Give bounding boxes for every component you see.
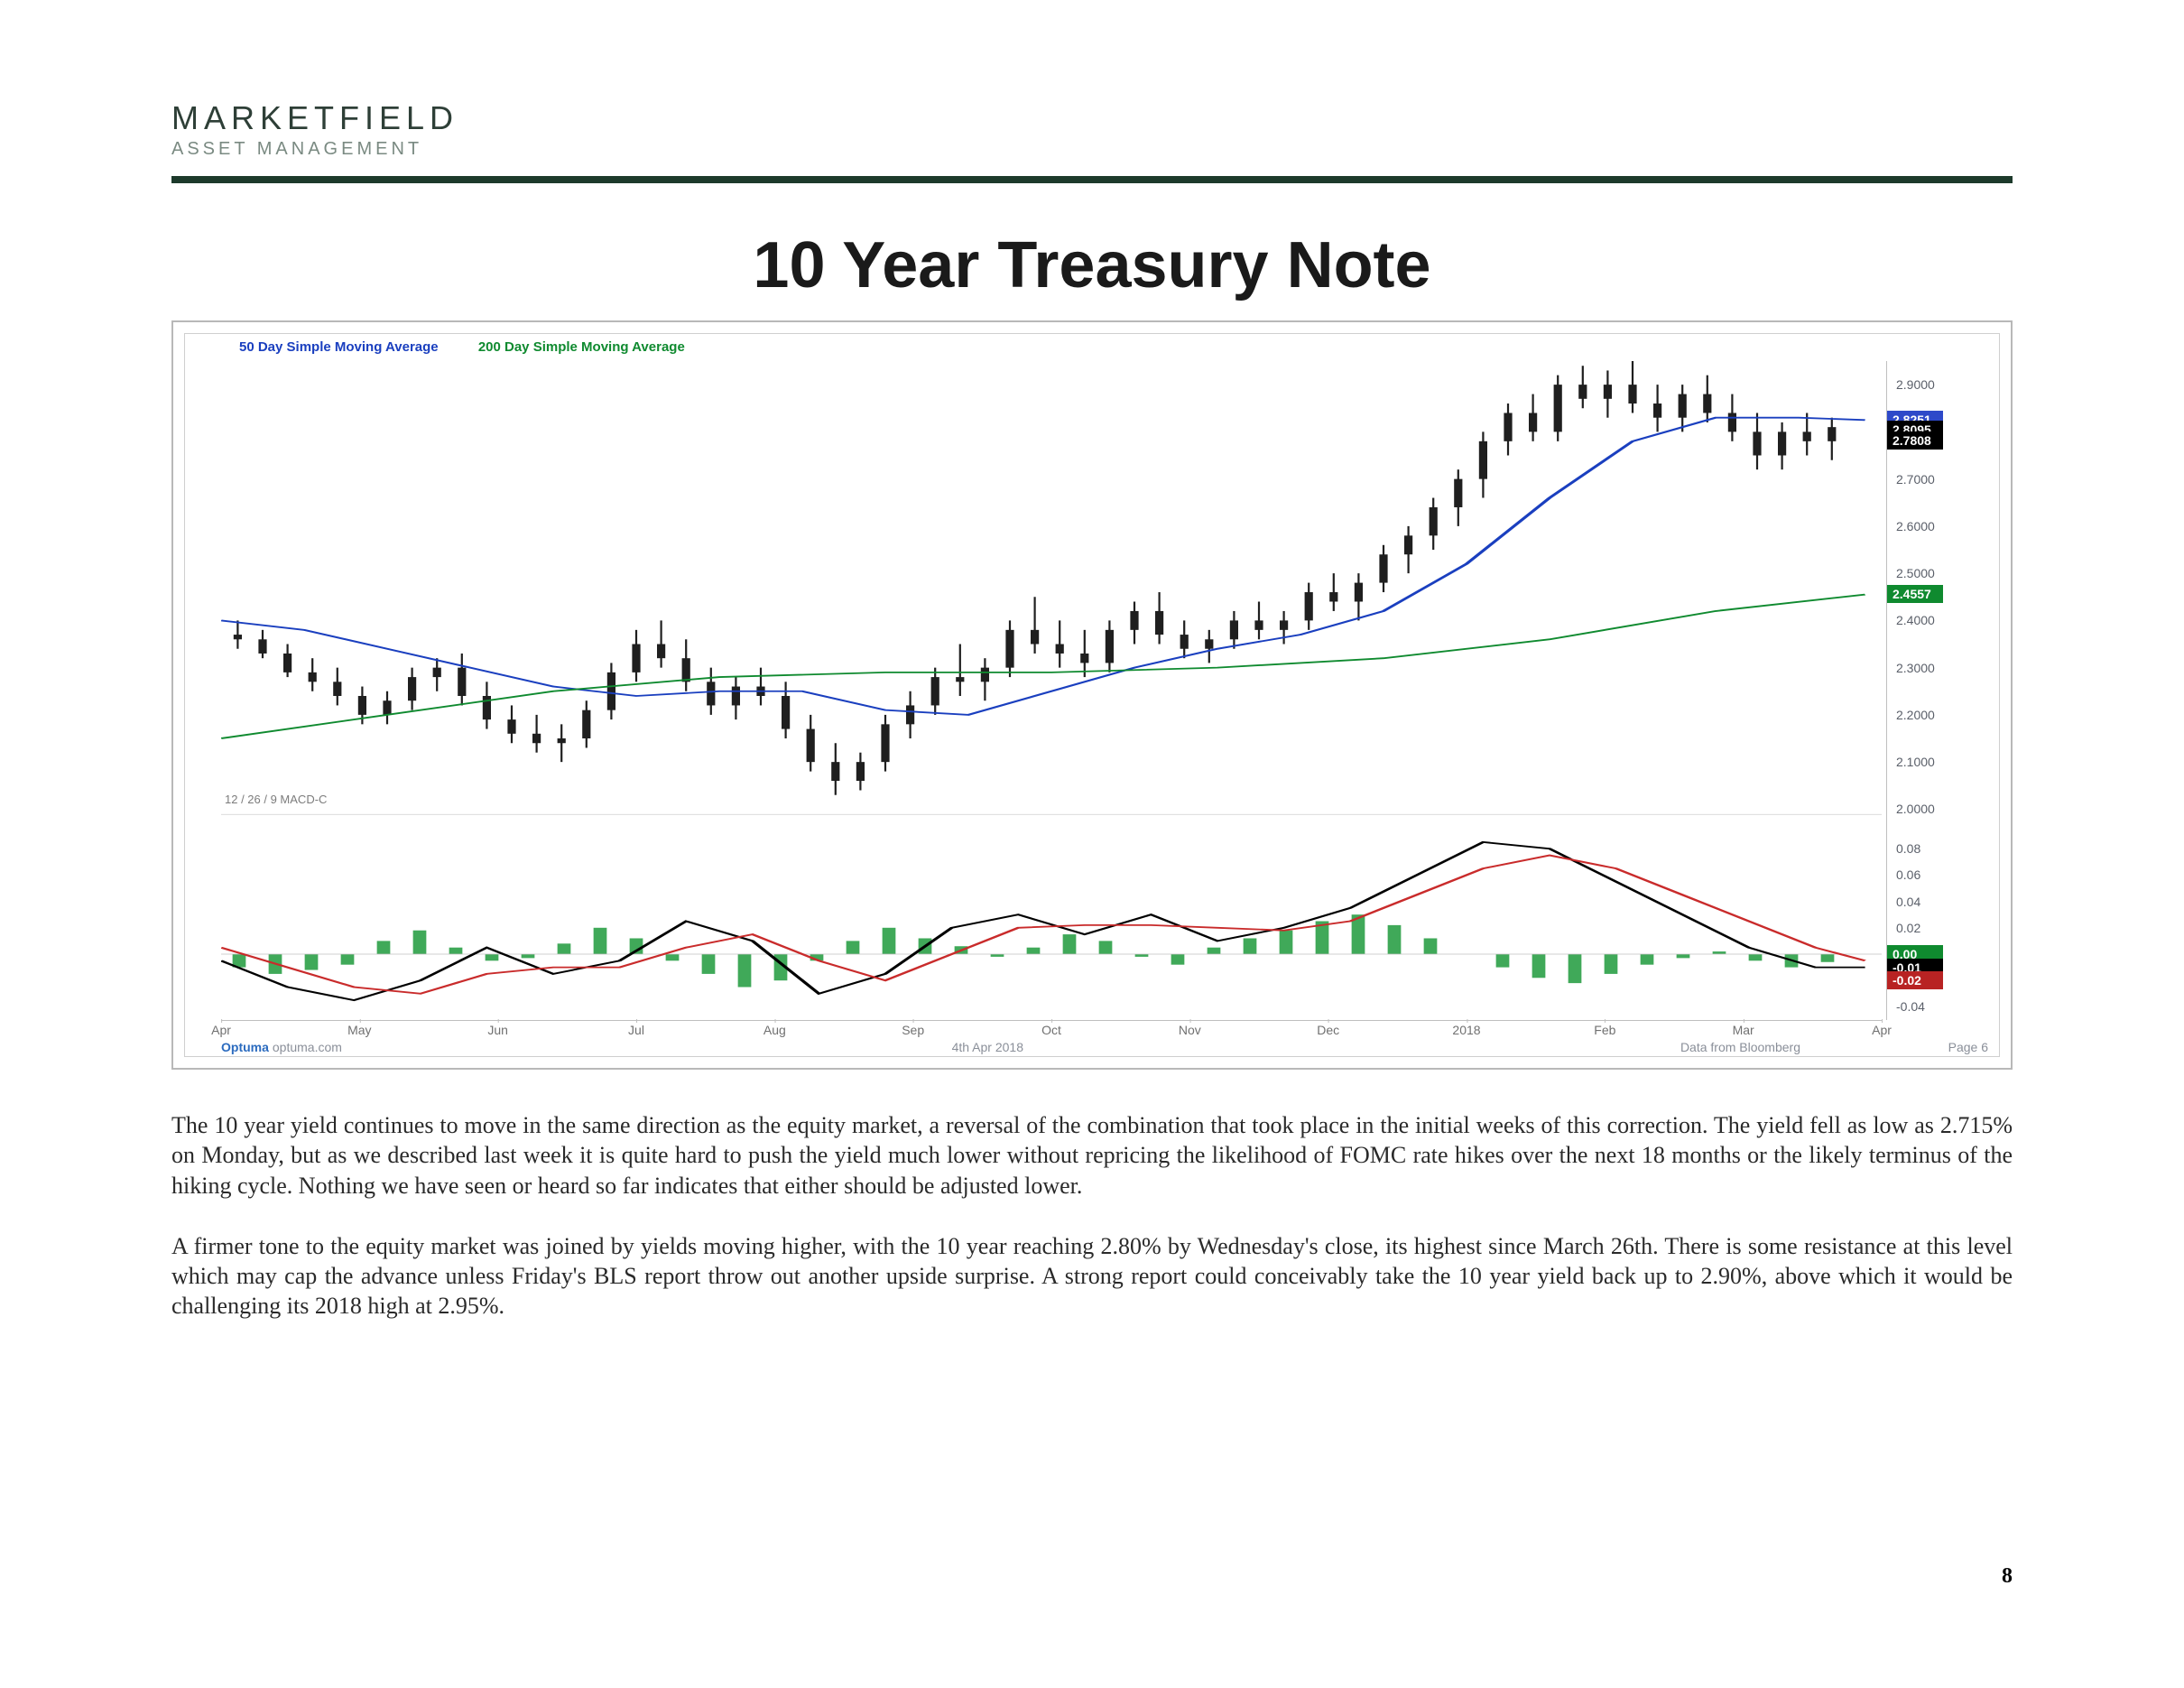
page-title: 10 Year Treasury Note — [171, 228, 2013, 302]
y-tick: 2.0000 — [1896, 802, 1935, 816]
legend-sma200: 200 Day Simple Moving Average — [478, 339, 685, 355]
x-tick: Aug — [763, 1023, 786, 1037]
y-tick: -0.04 — [1896, 999, 1925, 1014]
price-badge: 2.4557 — [1887, 585, 1943, 603]
y-tick: 0.08 — [1896, 841, 1920, 856]
chart-date: 4th Apr 2018 — [952, 1040, 1023, 1054]
y-tick: 2.2000 — [1896, 708, 1935, 722]
x-tick: Nov — [1179, 1023, 1201, 1037]
x-tick: Apr — [211, 1023, 231, 1037]
legend-sma50: 50 Day Simple Moving Average — [239, 339, 439, 355]
body-paragraph-1: The 10 year yield continues to move in t… — [171, 1110, 2013, 1201]
x-tick: Dec — [1317, 1023, 1339, 1037]
x-tick: Apr — [1872, 1023, 1892, 1037]
chart-inner: 50 Day Simple Moving Average 200 Day Sim… — [184, 333, 2000, 1057]
x-tick: Jun — [487, 1023, 508, 1037]
optuma-logo-text: Optuma — [221, 1040, 269, 1054]
x-tick: Mar — [1733, 1023, 1754, 1037]
y-tick: 2.3000 — [1896, 661, 1935, 675]
y-tick: 0.02 — [1896, 921, 1920, 935]
brand-block: MARKETFIELD ASSET MANAGEMENT — [171, 99, 2013, 160]
brand-main: MARKETFIELD — [171, 99, 2013, 137]
page-number: 8 — [2002, 1564, 2013, 1589]
y-tick: 2.5000 — [1896, 566, 1935, 580]
y-tick: 2.7000 — [1896, 472, 1935, 487]
y-tick: 2.4000 — [1896, 613, 1935, 627]
chart-footer: Optuma optuma.com 4th Apr 2018 Data from … — [221, 1040, 1882, 1056]
y-tick: 0.04 — [1896, 895, 1920, 909]
x-tick: Sep — [902, 1023, 924, 1037]
brand-sub: ASSET MANAGEMENT — [171, 139, 2013, 160]
header-rule — [171, 176, 2013, 183]
macd-badge: -0.02 — [1887, 971, 1943, 989]
price-badge: 2.7808 — [1887, 431, 1943, 450]
x-axis: AprMayJunJulAugSepOctNovDec2018FebMarApr — [221, 1020, 1882, 1040]
plot-area: 12 / 26 / 9 MACD-C — [221, 361, 1882, 1020]
x-tick: Feb — [1594, 1023, 1615, 1037]
x-tick: May — [347, 1023, 371, 1037]
chart-frame: 50 Day Simple Moving Average 200 Day Sim… — [171, 320, 2013, 1070]
y-tick: 2.1000 — [1896, 755, 1935, 769]
chart-data-source: Data from Bloomberg — [1680, 1040, 1800, 1054]
chart-legend: 50 Day Simple Moving Average 200 Day Sim… — [239, 339, 721, 355]
x-tick: Jul — [628, 1023, 644, 1037]
y-tick: 2.6000 — [1896, 519, 1935, 533]
x-tick: 2018 — [1452, 1023, 1480, 1037]
y-axis: 2.0000 2.1000 2.2000 2.3000 2.4000 2.5000 2.60… — [1886, 361, 1999, 1020]
chart-page-label: Page 6 — [1948, 1040, 1988, 1054]
optuma-url: optuma.com — [273, 1040, 342, 1054]
y-tick: 2.9000 — [1896, 377, 1935, 392]
chart-source-brand: Optuma optuma.com — [221, 1040, 342, 1054]
macd-label: 12 / 26 / 9 MACD-C — [225, 793, 327, 806]
x-tick: Oct — [1041, 1023, 1061, 1037]
body-paragraph-2: A firmer tone to the equity market was j… — [171, 1231, 2013, 1322]
y-tick: 0.06 — [1896, 867, 1920, 882]
